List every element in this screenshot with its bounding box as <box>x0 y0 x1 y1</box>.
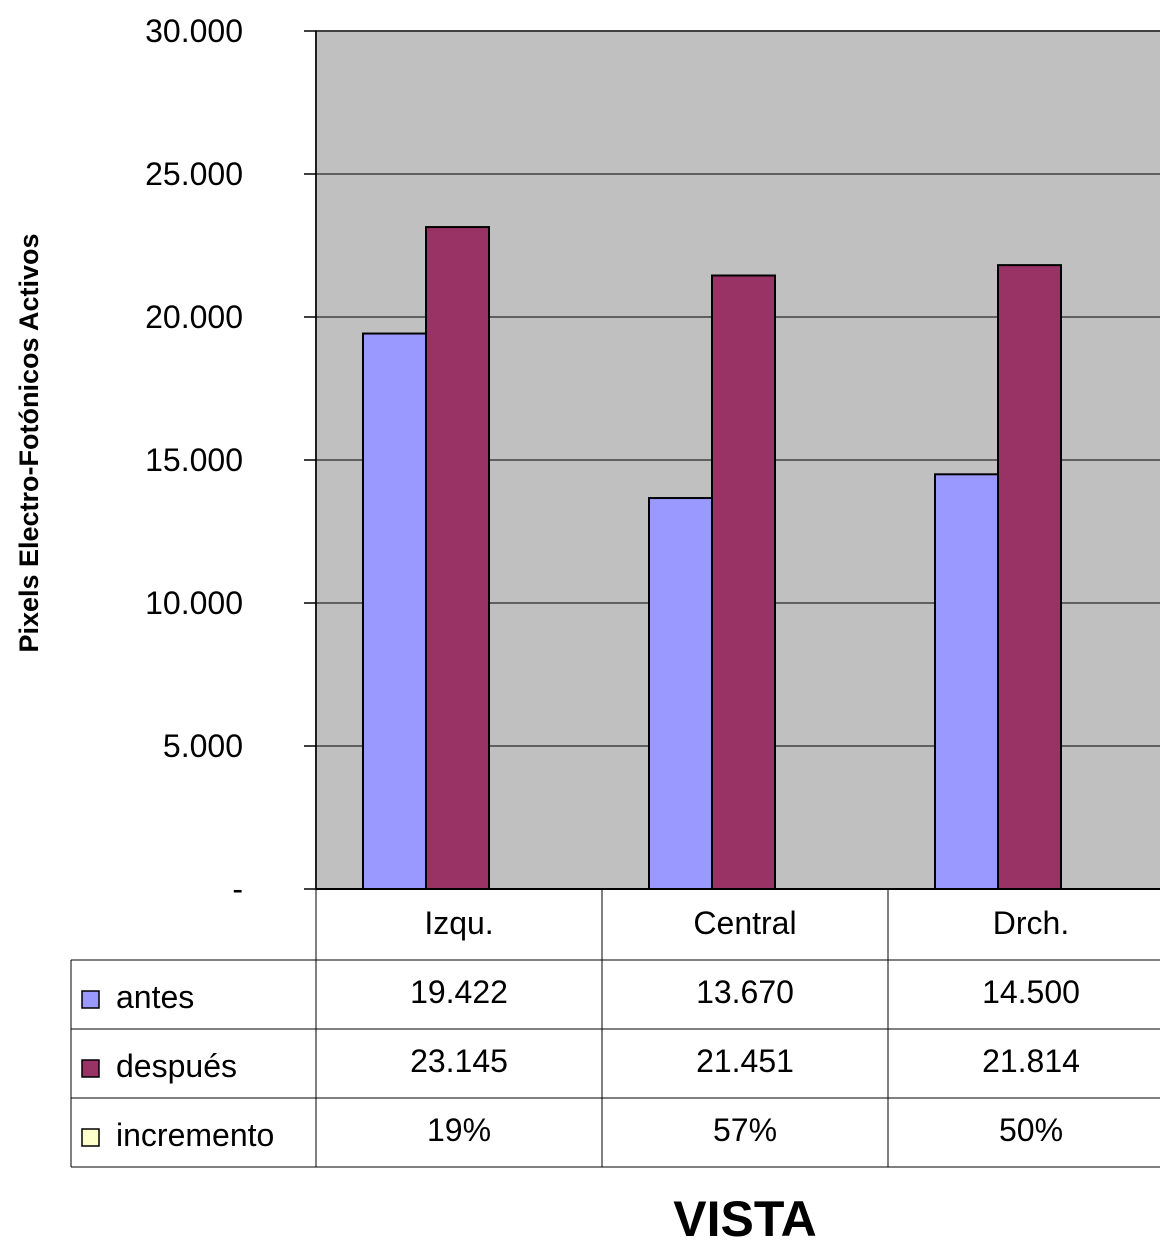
data-label: 21.451 <box>696 1043 794 1079</box>
category-label: Drch. <box>993 905 1069 941</box>
bar-antes-Izqu. <box>362 332 427 890</box>
data-label: 50% <box>999 1112 1063 1148</box>
x-axis-label: VISTA <box>673 1191 817 1240</box>
legend-label: incremento <box>116 1117 274 1153</box>
data-label: 14.500 <box>982 974 1080 1010</box>
category-label: Central <box>693 905 796 941</box>
legend-key-después <box>81 1059 100 1078</box>
data-label: 57% <box>713 1112 777 1148</box>
legend-key-incremento <box>81 1128 100 1147</box>
category-label: Izqu. <box>424 905 493 941</box>
y-tick-label: 15.000 <box>145 442 243 478</box>
bar-después-Drch. <box>997 264 1062 890</box>
y-axis-label: Pixels Electro-Fotónicos Activos <box>14 233 44 652</box>
legend-label: antes <box>116 979 194 1015</box>
y-tick-label: - <box>232 871 243 907</box>
legend-key-antes <box>81 990 100 1009</box>
data-label: 19.422 <box>410 974 508 1010</box>
bar-antes-Drch. <box>934 473 999 890</box>
bars <box>316 226 1160 891</box>
y-tick-label: 5.000 <box>163 728 243 764</box>
data-table: Izqu. Central Drch. antes 19.422 13.670 14.500… <box>70 889 1160 1168</box>
legend-label: después <box>116 1048 237 1084</box>
y-tick-label: 20.000 <box>145 299 243 335</box>
y-tick-label: 30.000 <box>145 13 243 49</box>
data-label: 19% <box>427 1112 491 1148</box>
data-label: 13.670 <box>696 974 794 1010</box>
y-tick-label: 25.000 <box>145 156 243 192</box>
y-axis: - 5.000 10.000 15.000 20.000 25.000 30.000 <box>145 13 317 907</box>
bar-antes-Central <box>648 497 713 890</box>
data-label: 21.814 <box>982 1043 1080 1079</box>
bar-después-Central <box>711 274 776 890</box>
y-tick-label: 10.000 <box>145 585 243 621</box>
bar-después-Izqu. <box>425 226 490 891</box>
data-label: 23.145 <box>410 1043 508 1079</box>
